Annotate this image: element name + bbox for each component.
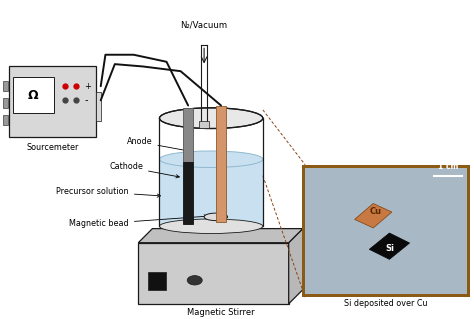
Bar (13, 77, 54, 114)
Text: Precursor solution: Precursor solution (56, 187, 161, 197)
Text: Anode: Anode (127, 137, 212, 156)
Bar (302, 165, 470, 297)
Text: Cu: Cu (370, 207, 382, 217)
Bar (3, 81, 8, 91)
Text: -: - (84, 95, 88, 105)
Bar (183, 162, 193, 224)
Text: Magnetic Stirrer: Magnetic Stirrer (187, 308, 255, 316)
Polygon shape (289, 229, 303, 304)
Text: Sourcemeter: Sourcemeter (27, 143, 79, 152)
Text: +: + (84, 82, 91, 91)
Text: Magnetic bead: Magnetic bead (69, 215, 208, 228)
Ellipse shape (204, 213, 228, 221)
Bar (138, 243, 289, 304)
Bar (159, 159, 263, 226)
Ellipse shape (159, 219, 263, 234)
Bar (3, 115, 8, 125)
Bar (183, 108, 193, 162)
Bar (9, 66, 96, 137)
Ellipse shape (159, 151, 263, 167)
Text: $\mathbf{\Omega}$: $\mathbf{\Omega}$ (27, 89, 40, 102)
Text: N₂/Vacuum: N₂/Vacuum (181, 21, 228, 30)
Text: Si: Si (385, 244, 394, 253)
Bar (305, 167, 467, 294)
Ellipse shape (187, 276, 202, 285)
Bar (159, 118, 263, 226)
Text: Si deposited over Cu: Si deposited over Cu (345, 299, 428, 308)
Bar (200, 122, 209, 128)
Bar (3, 98, 8, 108)
Polygon shape (369, 233, 410, 259)
Text: Cathode: Cathode (109, 162, 179, 178)
Polygon shape (138, 229, 303, 243)
Text: 1 cm: 1 cm (438, 162, 458, 171)
Polygon shape (355, 204, 392, 228)
Bar (148, 272, 165, 290)
Bar (96, 92, 100, 121)
Bar (216, 107, 226, 222)
Ellipse shape (159, 108, 263, 129)
